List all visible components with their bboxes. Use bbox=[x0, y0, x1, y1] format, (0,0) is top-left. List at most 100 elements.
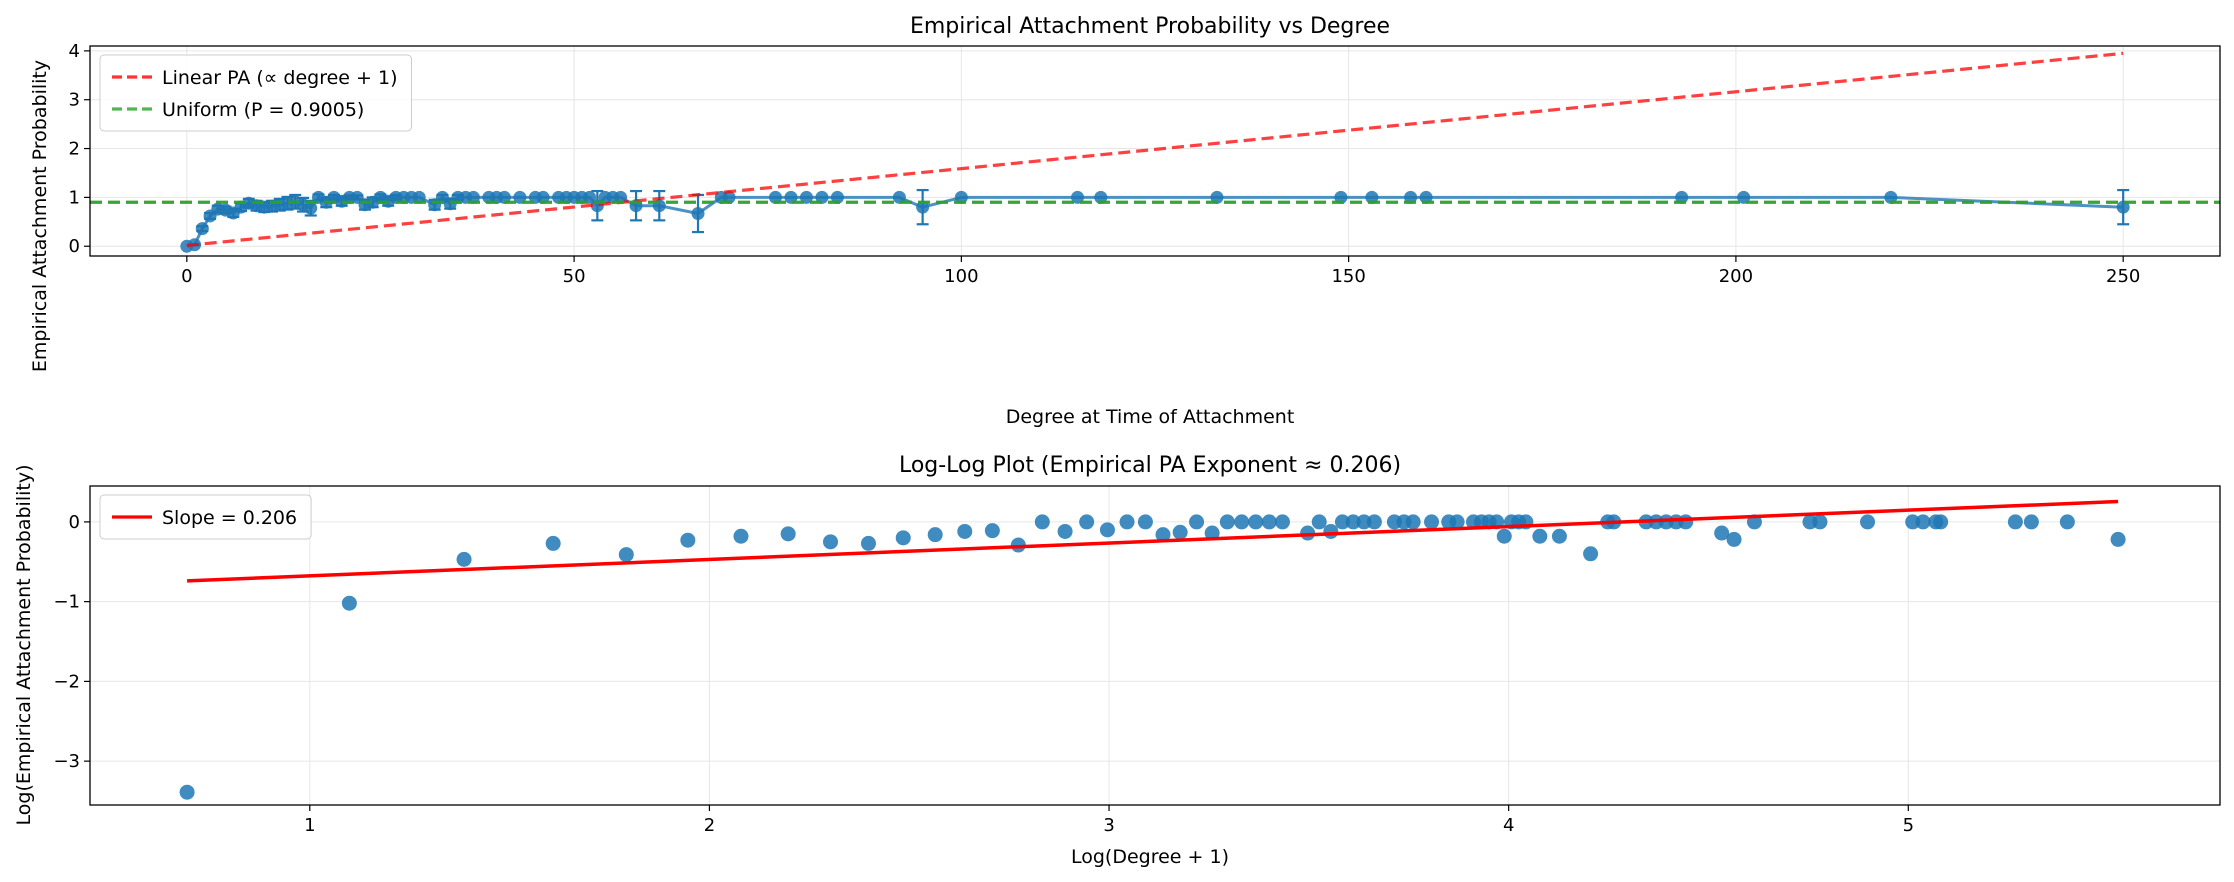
chart-top-data-point bbox=[768, 190, 782, 204]
chart-bottom-data-point bbox=[2110, 531, 2126, 547]
chart-bottom-data-point bbox=[1905, 514, 1921, 530]
chart-top-data-point bbox=[722, 190, 736, 204]
chart-top-data-point bbox=[916, 200, 930, 214]
chart-bottom-data-point bbox=[1583, 546, 1599, 562]
chart-bottom-x-tick-label: 4 bbox=[1503, 815, 1514, 836]
chart-bottom-data-point bbox=[1034, 514, 1050, 530]
chart-top-data-point bbox=[1071, 190, 1085, 204]
chart-bottom-plot-frame bbox=[89, 485, 2221, 806]
chart-bottom-data-point bbox=[2023, 514, 2039, 530]
chart-bottom-x-tick-label: 5 bbox=[1903, 815, 1914, 836]
chart-top-data-point bbox=[1404, 190, 1418, 204]
chart-bottom-x-tick-label: 2 bbox=[704, 815, 715, 836]
chart-bottom-data-point bbox=[823, 534, 839, 550]
chart-top-data-point bbox=[691, 207, 705, 221]
chart-top-data-point bbox=[1419, 190, 1433, 204]
chart-top-x-axis-label: Degree at Time of Attachment bbox=[1006, 406, 1295, 428]
chart-top-data-point bbox=[799, 190, 813, 204]
chart-bottom-data-point bbox=[1345, 514, 1361, 530]
chart-bottom-data-point bbox=[1119, 514, 1135, 530]
chart-bottom-data-point bbox=[545, 535, 561, 551]
chart-top-data-point bbox=[513, 190, 527, 204]
chart-top-plot-frame bbox=[89, 45, 2221, 257]
chart-bottom-data-point bbox=[1933, 514, 1949, 530]
chart-top-linear-pa-line bbox=[186, 51, 2124, 248]
chart-top-data-point bbox=[497, 190, 511, 204]
chart-top-data-point bbox=[815, 190, 829, 204]
chart-bottom-fit-line bbox=[187, 499, 2119, 583]
chart-top-x-tick-label: 50 bbox=[563, 266, 586, 287]
chart-bottom-data-point bbox=[341, 595, 357, 611]
chart-top-legend-label: Linear PA (∝ degree + 1) bbox=[162, 67, 397, 89]
chart-top-data-point bbox=[954, 190, 968, 204]
chart-top-data-point bbox=[830, 190, 844, 204]
chart-bottom-data-point bbox=[895, 530, 911, 546]
chart-bottom-data-point bbox=[1496, 528, 1512, 544]
chart-bottom-data-point bbox=[984, 523, 1000, 539]
chart-bottom-data-point bbox=[860, 535, 876, 551]
chart-bottom-data-point bbox=[2007, 514, 2023, 530]
chart-top-title: Empirical Attachment Probability vs Degr… bbox=[910, 14, 1390, 39]
chart-top-data-point bbox=[1365, 190, 1379, 204]
chart-top-y-tick-label: 2 bbox=[69, 139, 80, 160]
chart-top-legend-label: Uniform (P = 0.9005) bbox=[162, 99, 364, 121]
chart-top-y-tick-label: 4 bbox=[69, 41, 80, 62]
chart-bottom-y-axis-label: Log(Empirical Attachment Probability) bbox=[13, 465, 35, 826]
chart-bottom-data-point bbox=[1311, 514, 1327, 530]
chart-top-data-point bbox=[1094, 190, 1108, 204]
chart-bottom-data-point bbox=[1204, 525, 1220, 541]
chart-bottom-y-tick-label: −3 bbox=[53, 751, 80, 772]
chart-bottom-y-tick-label: −2 bbox=[53, 671, 80, 692]
chart-bottom-data-point bbox=[1323, 523, 1339, 539]
chart-bottom-data-point bbox=[1726, 531, 1742, 547]
chart-bottom-data-point bbox=[1155, 527, 1171, 543]
chart-top-data-point bbox=[583, 190, 597, 204]
chart-top-data-point bbox=[892, 190, 906, 204]
chart-bottom-data-point bbox=[1057, 523, 1073, 539]
chart-bottom-data-point bbox=[1860, 514, 1876, 530]
chart-bottom-data-point bbox=[1405, 514, 1421, 530]
chart-bottom-data-point bbox=[1189, 514, 1205, 530]
chart-top-data-point bbox=[1737, 190, 1751, 204]
chart-bottom-data-point bbox=[680, 532, 696, 548]
chart-bottom-data-point bbox=[733, 528, 749, 544]
chart-top-y-tick-label: 1 bbox=[69, 187, 80, 208]
chart-top-data-point bbox=[304, 201, 318, 215]
chart-top-legend bbox=[99, 54, 412, 132]
chart-bottom-data-point bbox=[1261, 514, 1277, 530]
chart-bottom-data-point bbox=[1424, 514, 1440, 530]
chart-bottom-data-point bbox=[1678, 514, 1694, 530]
chart-bottom-data-point bbox=[1099, 522, 1115, 538]
chart-top-x-tick-label: 250 bbox=[2106, 266, 2140, 287]
chart-top-data-point bbox=[1210, 190, 1224, 204]
chart-bottom-data-point bbox=[1532, 528, 1548, 544]
chart-bottom-x-axis-label: Log(Degree + 1) bbox=[1071, 846, 1229, 868]
chart-bottom-data-point bbox=[957, 523, 973, 539]
chart-top-y-axis-label: Empirical Attachment Probability bbox=[29, 60, 51, 372]
chart-bottom-data-point bbox=[1812, 514, 1828, 530]
chart-top-y-tick-label: 3 bbox=[69, 90, 80, 111]
chart-top-empirical-line bbox=[186, 195, 2124, 248]
chart-top-data-point bbox=[412, 190, 426, 204]
chart-bottom-data-point bbox=[1449, 514, 1465, 530]
chart-bottom-data-point bbox=[2059, 514, 2075, 530]
chart-bottom-x-tick-label: 1 bbox=[304, 815, 315, 836]
chart-bottom-data-point bbox=[1915, 514, 1931, 530]
chart-top-data-point bbox=[1675, 190, 1689, 204]
chart-top-x-tick-label: 0 bbox=[181, 266, 192, 287]
chart-top-x-tick-label: 100 bbox=[944, 266, 978, 287]
chart-bottom-x-tick-label: 3 bbox=[1103, 815, 1114, 836]
chart-bottom-data-point bbox=[1248, 514, 1264, 530]
chart-bottom-data-point bbox=[1366, 514, 1382, 530]
chart-bottom-legend-label: Slope = 0.206 bbox=[162, 507, 297, 529]
chart-bottom-data-point bbox=[1219, 514, 1235, 530]
chart-bottom-data-point bbox=[1274, 514, 1290, 530]
chart-top-data-point bbox=[1334, 190, 1348, 204]
chart-top-data-point bbox=[1884, 190, 1898, 204]
chart-bottom-title: Log-Log Plot (Empirical PA Exponent ≈ 0.… bbox=[899, 453, 1401, 478]
chart-bottom-data-point bbox=[456, 551, 472, 567]
chart-bottom-data-point bbox=[1356, 514, 1372, 530]
chart-bottom-y-tick-label: −1 bbox=[53, 592, 80, 613]
chart-bottom-data-point bbox=[927, 527, 943, 543]
